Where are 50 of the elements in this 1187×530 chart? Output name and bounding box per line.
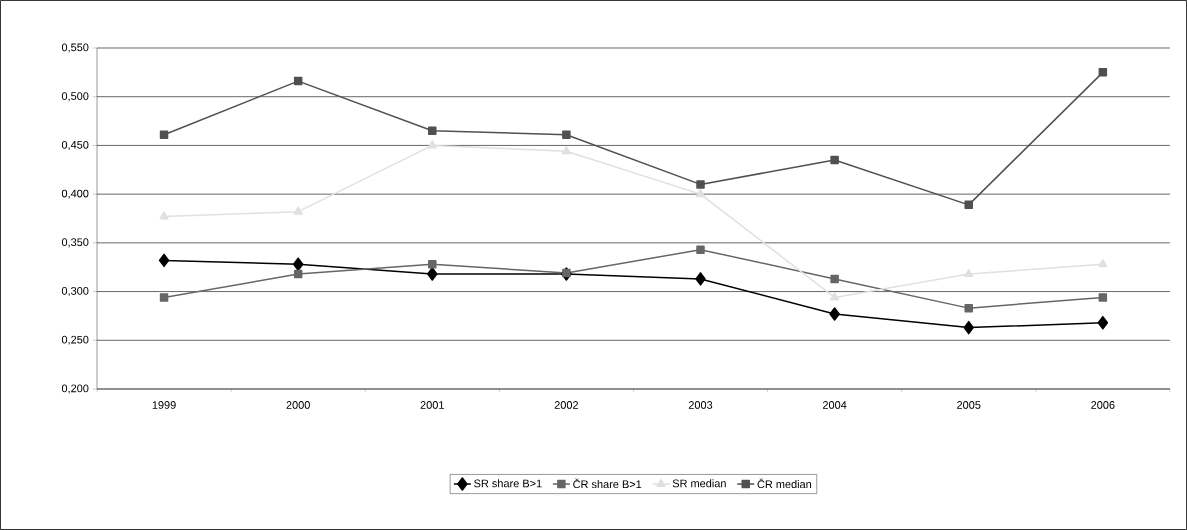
point: [830, 274, 839, 284]
point: [1097, 316, 1109, 330]
point: [964, 268, 974, 278]
point: [159, 293, 169, 302]
point: [293, 206, 303, 215]
legend-label: SR median: [672, 479, 726, 488]
x-tick-label: 2002: [554, 401, 579, 409]
y-tick-label: 0,400: [61, 189, 89, 199]
point: [829, 292, 840, 301]
point: [561, 146, 572, 155]
point: [427, 267, 438, 281]
point: [830, 155, 839, 165]
point: [158, 253, 170, 268]
point: [964, 200, 973, 210]
y-tick-label: 0,350: [61, 238, 89, 248]
x-tick-label: 2005: [957, 401, 981, 409]
point: [562, 130, 571, 139]
point: [964, 303, 973, 313]
point: [428, 260, 437, 269]
point: [963, 320, 974, 335]
legend-label: ČR share B>1: [573, 478, 642, 489]
y-tick-label: 0,200: [61, 384, 89, 394]
point: [292, 257, 304, 272]
point: [1098, 259, 1108, 268]
x-tick-label: 2006: [1091, 401, 1115, 409]
x-tick-label: 2001: [420, 401, 444, 409]
point: [695, 188, 706, 198]
x-tick-label: 2000: [286, 401, 310, 409]
y-tick-label: 0,300: [61, 287, 89, 297]
point: [1098, 293, 1108, 302]
y-tick-label: 0,500: [61, 92, 89, 102]
point: [159, 211, 169, 220]
legend-label: SR share B>1: [474, 479, 542, 488]
point: [1098, 68, 1108, 77]
point: [293, 76, 303, 86]
point: [696, 245, 705, 254]
point: [293, 269, 303, 279]
legend-label: ČR median: [757, 478, 812, 489]
y-tick-label: 0,550: [61, 43, 89, 53]
point: [829, 307, 840, 321]
point: [428, 126, 437, 136]
y-tick-label: 0,450: [61, 140, 89, 150]
point: [696, 180, 705, 189]
point: [159, 130, 169, 139]
point: [695, 272, 706, 286]
x-tick-label: 2004: [822, 401, 847, 409]
point: [427, 140, 437, 149]
x-tick-label: 1999: [152, 401, 176, 409]
y-tick-label: 0,250: [61, 335, 89, 345]
x-tick-label: 2003: [688, 401, 713, 409]
